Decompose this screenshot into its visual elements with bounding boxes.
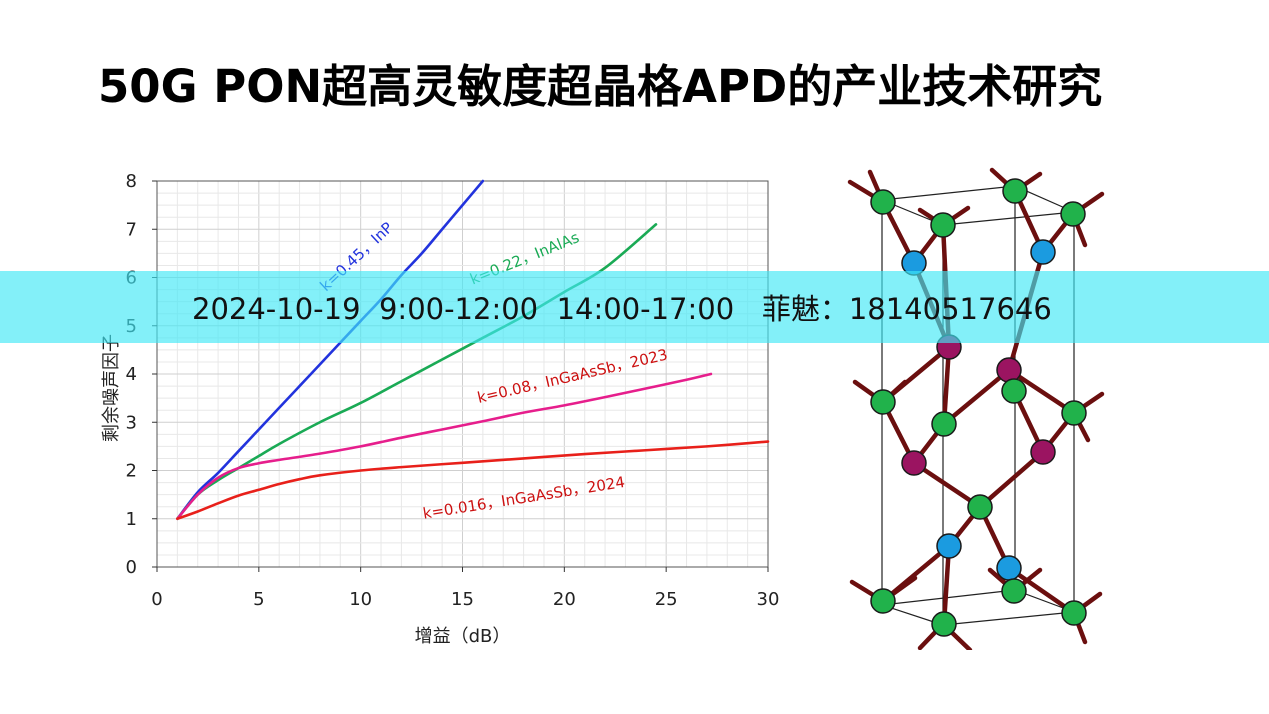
atom-magenta — [901, 450, 927, 476]
atom-green — [870, 389, 896, 415]
series-line-0 — [176, 179, 485, 521]
atom-blue — [1030, 239, 1056, 265]
atom-green — [870, 588, 896, 614]
atom-green — [931, 411, 957, 437]
atom-green — [1002, 178, 1028, 204]
atom-bond — [1006, 565, 1077, 616]
atom-green — [1001, 378, 1027, 404]
series-line-3 — [176, 440, 770, 521]
cell-edge — [881, 185, 1016, 201]
superlattice-crystal-diagram — [847, 167, 1105, 650]
banner-text: 2024-10-19 9:00-12:00 14:00-17:00 菲魅：181… — [192, 292, 1052, 326]
x-tick-label: 15 — [451, 589, 474, 610]
atom-magenta — [996, 357, 1022, 383]
slide-title: 50G PON超高灵敏度超晶格APD的产业技术研究 — [98, 60, 1103, 113]
excess-noise-chart: 051015202530012345678增益（dB）剩余噪声因子k=0.45，… — [101, 171, 780, 647]
y-tick-label: 0 — [126, 557, 137, 578]
cell-edge — [942, 611, 1075, 626]
y-tick-label: 3 — [126, 412, 137, 433]
atom-green — [1001, 578, 1027, 604]
x-tick-label: 5 — [253, 589, 264, 610]
x-axis-label: 增益（dB） — [415, 626, 511, 647]
atom-bond — [1006, 367, 1077, 416]
atom-bond — [977, 449, 1046, 510]
atom-bond — [941, 543, 952, 627]
x-tick-label: 10 — [349, 589, 372, 610]
x-tick-label: 30 — [757, 589, 780, 610]
y-tick-label: 4 — [126, 364, 137, 385]
atom-blue — [996, 555, 1022, 581]
y-tick-label: 8 — [126, 171, 137, 192]
atom-bond — [941, 344, 952, 427]
x-tick-label: 20 — [553, 589, 576, 610]
y-tick-label: 2 — [126, 461, 137, 482]
atom-green — [931, 611, 957, 637]
cell-edge — [942, 211, 1075, 226]
atom-green — [1061, 400, 1087, 426]
atom-green — [1061, 600, 1087, 626]
announcement-banner — [0, 271, 1269, 343]
x-tick-label: 25 — [655, 589, 678, 610]
atom-blue — [936, 533, 962, 559]
y-axis-label: 剩余噪声因子 — [101, 334, 122, 442]
atom-magenta — [1030, 439, 1056, 465]
y-tick-label: 7 — [126, 219, 137, 240]
atom-green — [870, 189, 896, 215]
atom-bond — [911, 460, 983, 510]
atom-green — [1060, 201, 1086, 227]
y-tick-label: 1 — [126, 509, 137, 530]
x-tick-label: 0 — [151, 589, 162, 610]
atom-bond — [941, 367, 1012, 427]
series-line-2 — [176, 372, 713, 521]
atom-green — [967, 494, 993, 520]
cell-edge — [881, 589, 1016, 606]
atom-green — [930, 212, 956, 238]
